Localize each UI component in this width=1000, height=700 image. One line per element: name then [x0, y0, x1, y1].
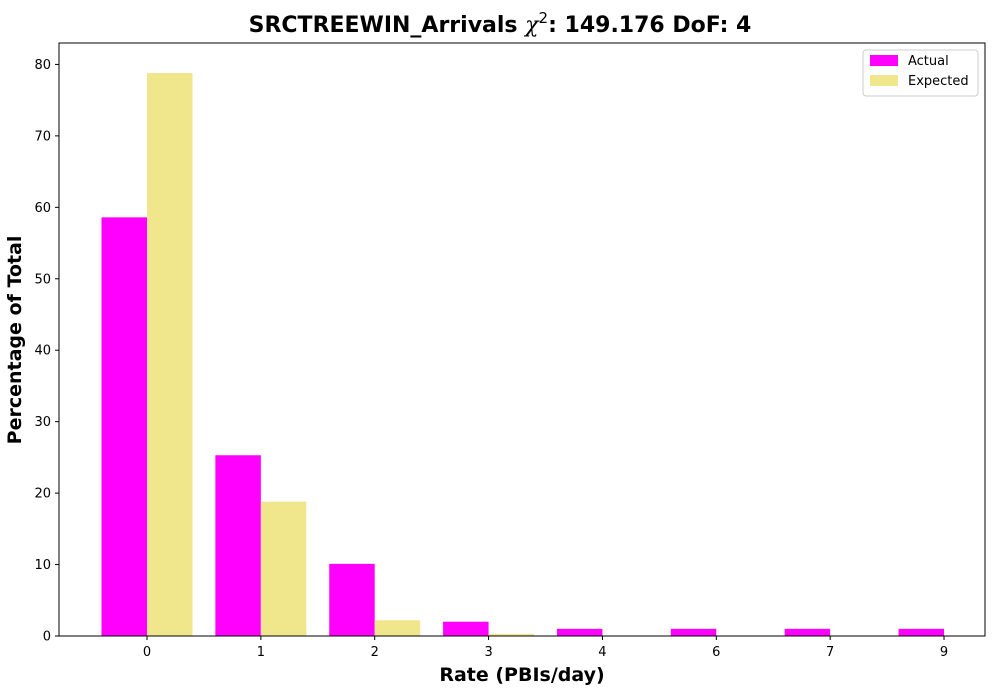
x-axis-label: Rate (PBIs/day) [439, 664, 604, 686]
y-axis-ticks: 0 10 20 30 40 50 60 70 80 [34, 58, 59, 645]
title-rest: : 149.176 DoF: 4 [548, 13, 751, 38]
title-main: SRCTREEWIN_Arrivals [249, 13, 526, 38]
bar-actual-2 [329, 564, 375, 636]
bar-expected-2 [375, 620, 421, 636]
x-tick-label-1: 1 [257, 645, 265, 660]
legend-swatch-expected [870, 75, 898, 86]
x-tick-label-9: 9 [940, 645, 948, 660]
bar-actual-4 [557, 629, 603, 636]
y-tick-label-80: 80 [34, 58, 51, 73]
bar-actual-6 [671, 629, 717, 636]
y-axis-label: Percentage of Total [4, 236, 26, 445]
plot-frame [59, 43, 985, 636]
x-tick-label-4: 4 [598, 645, 606, 660]
y-tick-label-50: 50 [34, 272, 51, 287]
bar-actual-1 [215, 455, 260, 636]
x-axis-ticks: 0 1 2 3 4 6 7 9 [143, 636, 948, 660]
y-tick-label-40: 40 [34, 344, 51, 359]
title-sup: 2 [539, 9, 549, 27]
chart-title-group: SRCTREEWIN_Arrivals χ2: 149.176 DoF: 4 [249, 9, 752, 38]
y-tick-label-60: 60 [34, 201, 51, 216]
y-tick-label-70: 70 [34, 129, 51, 144]
bar-expected-1 [261, 502, 307, 636]
bar-actual-0 [102, 217, 148, 636]
y-tick-label-20: 20 [34, 487, 51, 502]
x-tick-label-6: 6 [712, 645, 720, 660]
legend-label-actual: Actual [908, 54, 949, 69]
bar-actual-9 [899, 629, 945, 636]
legend: Actual Expected [863, 50, 978, 96]
bar-expected-0 [147, 73, 193, 636]
bars-layer [102, 73, 945, 636]
x-tick-label-0: 0 [143, 645, 151, 660]
y-tick-label-30: 30 [34, 415, 51, 430]
x-tick-label-3: 3 [484, 645, 492, 660]
x-tick-label-2: 2 [371, 645, 379, 660]
y-tick-label-0: 0 [43, 630, 51, 645]
legend-swatch-actual [870, 55, 898, 66]
x-tick-label-7: 7 [826, 645, 834, 660]
legend-label-expected: Expected [908, 74, 969, 89]
y-tick-label-10: 10 [34, 558, 51, 573]
bar-actual-7 [785, 629, 831, 636]
chart-title: SRCTREEWIN_Arrivals χ2: 149.176 DoF: 4 [249, 9, 752, 38]
bar-actual-3 [443, 622, 489, 636]
